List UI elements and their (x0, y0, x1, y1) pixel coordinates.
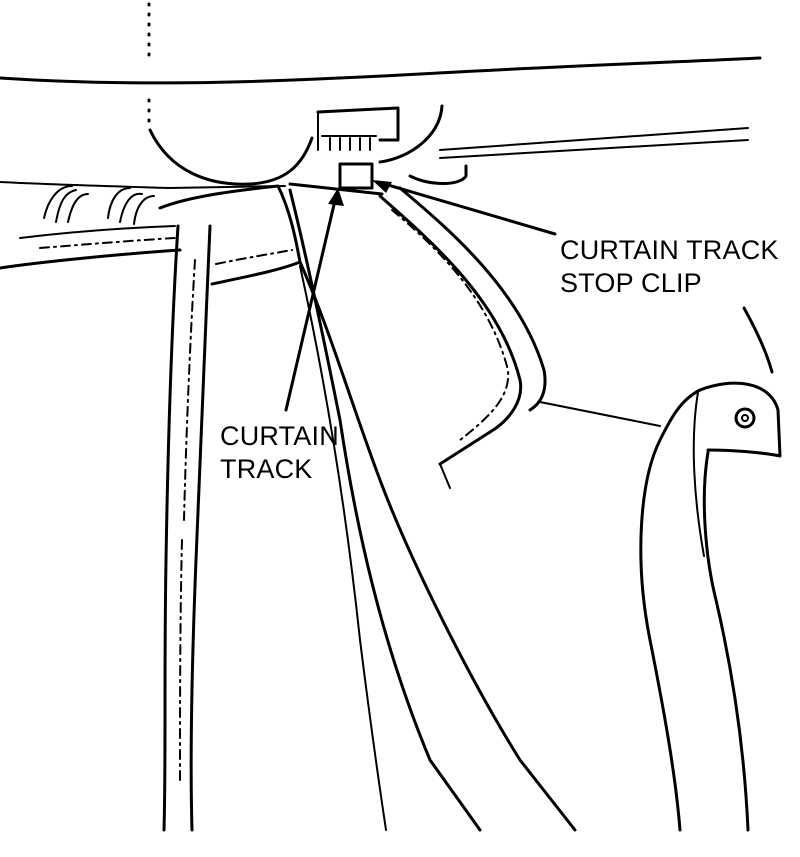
pillar-trim-left (639, 388, 702, 832)
wire-bundle-2 (107, 187, 155, 225)
mount-bolt-center (741, 414, 749, 422)
wire-bundle-1 (43, 185, 89, 223)
mount-bolt-hole (734, 407, 756, 429)
pillar-stitch-lower (179, 539, 183, 781)
curtain-side-panel-outer-2 (398, 186, 547, 412)
curtain-edge-1 (288, 188, 482, 832)
pillar-right-edge (189, 224, 212, 832)
pillar-mount-plate (698, 381, 782, 458)
curtain-track-rail (288, 182, 384, 196)
right-bulge (378, 104, 444, 164)
roof-rail-top (0, 181, 286, 189)
curtain-fold-stitch (215, 249, 293, 265)
curtain-fold-line (299, 265, 387, 831)
left-header-top (19, 225, 176, 239)
curtain-track-callout-line1: CURTAIN (220, 421, 339, 451)
curtain-track-leader (284, 194, 338, 412)
connector-line (539, 401, 661, 427)
stop-clip-callout-line1: CURTAIN TRACK (560, 235, 779, 265)
curtain-track-callout: CURTAIN TRACK (220, 420, 339, 486)
curtain-side-stitch (391, 209, 510, 441)
side-panel-top (408, 164, 468, 185)
curtain-fold-top (158, 184, 302, 286)
stop-clip-arrowhead (372, 180, 392, 193)
bracket-ribs (329, 137, 371, 151)
curtain-track-callout-line2: TRACK (220, 454, 313, 484)
stop-clip-leader (376, 180, 557, 236)
pillar-trim-right (702, 450, 750, 832)
curtain-track-arrowhead (328, 188, 344, 206)
stop-clip (338, 162, 374, 190)
mount-bracket (316, 106, 400, 142)
left-bulge (148, 128, 314, 186)
roof-liner-edge-2 (439, 139, 749, 159)
roof-edge (0, 56, 762, 85)
plate-leader (742, 306, 774, 374)
pillar-left-edge (162, 224, 180, 832)
pillar-trim-inner (692, 391, 705, 557)
roof-liner-edge (439, 127, 749, 151)
curtain-side-tab (439, 463, 451, 489)
left-header-bottom (0, 248, 182, 270)
stop-clip-callout: CURTAIN TRACK STOP CLIP (560, 234, 779, 300)
pillar-stitch-upper (183, 259, 196, 521)
stop-clip-callout-line2: STOP CLIP (560, 268, 702, 298)
curtain-edge-2 (298, 260, 577, 832)
left-header-stitch (39, 237, 176, 249)
curtain-side-panel-outer (378, 194, 523, 466)
